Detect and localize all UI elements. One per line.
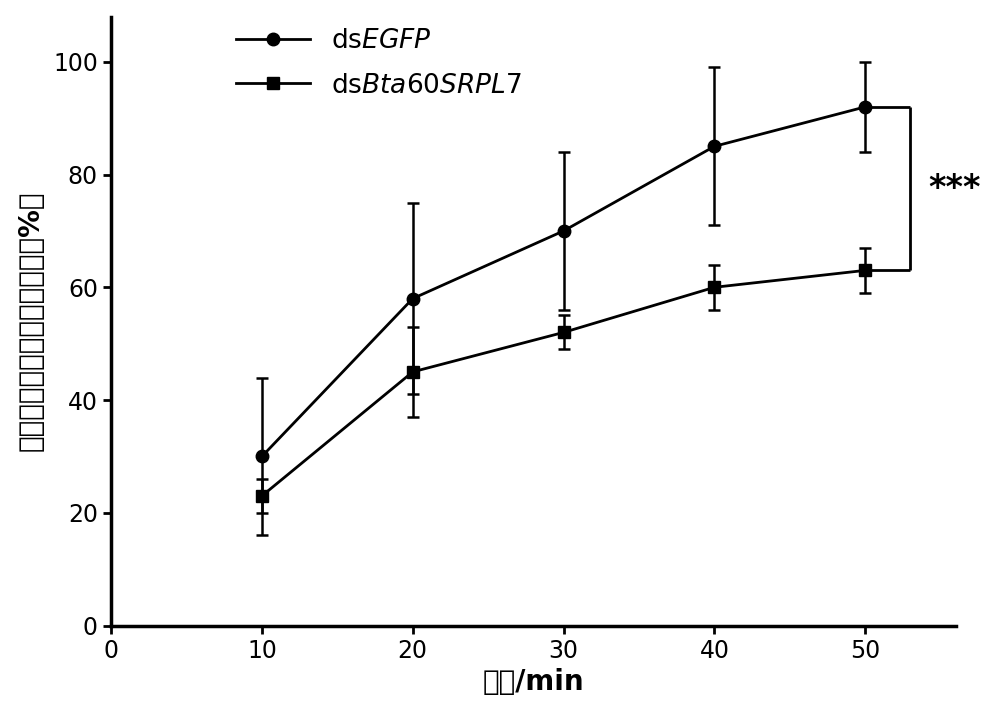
Legend: ds$\mathit{EGFP}$, ds$\mathit{Bta60SRPL7}$: ds$\mathit{EGFP}$, ds$\mathit{Bta60SRPL7…: [226, 18, 533, 109]
X-axis label: 时间/min: 时间/min: [483, 668, 584, 697]
Text: ***: ***: [929, 172, 981, 205]
Y-axis label: 找到寄主植物的烟粉虚比例（%）: 找到寄主植物的烟粉虚比例（%）: [17, 191, 45, 451]
